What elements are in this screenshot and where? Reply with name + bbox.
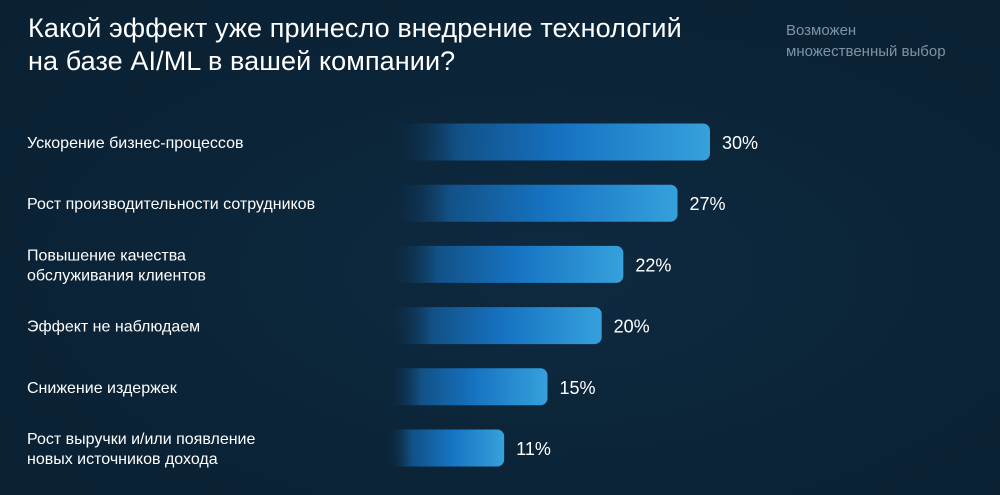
- chart-title-line-2: на базе AI/ML в вашей компании?: [28, 46, 456, 76]
- value-label: 22%: [635, 255, 671, 275]
- category-label: Эффект не наблюдаем: [27, 319, 200, 336]
- category-label: Рост выручки и/или появление новых источн…: [27, 431, 255, 468]
- category-label: Рост производительности сотрудников: [27, 196, 315, 213]
- value-label: 20%: [614, 317, 650, 337]
- value-label: 27%: [690, 194, 726, 214]
- chart-title-line-1: Какой эффект уже принесло внедрение техн…: [28, 13, 682, 43]
- category-label-line: Снижение издержек: [27, 380, 178, 397]
- value-label: 11%: [516, 439, 551, 459]
- category-label-line: Эффект не наблюдаем: [27, 319, 200, 336]
- bar: [385, 307, 602, 345]
- category-label: Повышение качества обслуживания клиентов: [27, 247, 206, 284]
- bar: [385, 429, 505, 467]
- category-label-line: Повышение качества: [27, 247, 186, 264]
- category-label-line: новых источников дохода: [27, 451, 218, 468]
- value-label: 30%: [722, 133, 758, 153]
- bar: [385, 184, 678, 222]
- bar: [385, 245, 624, 283]
- category-label-line: Ускорение бизнес-процессов: [27, 135, 244, 152]
- category-label-line: обслуживания клиентов: [27, 267, 206, 284]
- note-line-1: Возможен: [786, 22, 857, 39]
- chart-title: Какой эффект уже принесло внедрение техн…: [28, 12, 758, 78]
- value-label: 15%: [560, 378, 596, 398]
- bar: [385, 123, 710, 161]
- bar: [385, 368, 548, 406]
- category-label-line: Рост выручки и/или появление: [27, 431, 255, 448]
- category-label-line: Рост производительности сотрудников: [27, 196, 315, 213]
- bars-layer: Ускорение бизнес-процессов 30% Рост произв…: [27, 123, 758, 468]
- multiple-choice-note: Возможен множественный выбор: [786, 20, 996, 62]
- category-label: Ускорение бизнес-процессов: [27, 135, 244, 152]
- category-label: Снижение издержек: [27, 380, 178, 397]
- note-line-2: множественный выбор: [786, 43, 946, 60]
